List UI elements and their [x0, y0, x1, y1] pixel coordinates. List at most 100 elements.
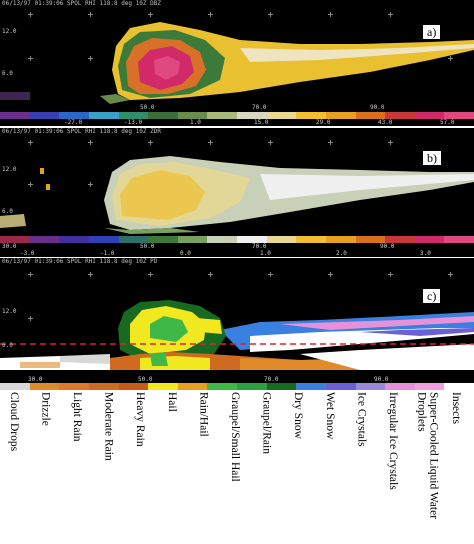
colorbar-swatch [148, 112, 178, 119]
legend-label: Ice Crystals [355, 392, 368, 447]
colorbar-tick: 90.0 [374, 376, 389, 383]
legend-label: Moderate Rain [102, 392, 115, 461]
colorbar-swatch [118, 383, 149, 390]
colorbar-swatch [29, 383, 60, 390]
colorbar-swatch [59, 236, 89, 243]
colorbar-swatch [266, 112, 297, 119]
colorbar-swatch [148, 236, 178, 243]
colorbar-swatch [207, 112, 237, 119]
colorbar-tick: 0.0 [180, 250, 191, 257]
x-tick: 50.0 [140, 243, 155, 250]
colorbar-swatch [237, 236, 267, 243]
colorbar-swatch [385, 112, 415, 119]
colorbar-tick: 1.0 [190, 119, 201, 126]
y-label-6km: 6.0 [2, 342, 13, 349]
panel-b-differential-reflectivity: 06/13/97 01:39:06 SPOL RHI 118.8 deg 10Z… [0, 128, 474, 236]
colorbar-swatch [207, 236, 237, 243]
x-tick: 70.0 [252, 104, 267, 111]
colorbar-swatch [177, 112, 208, 119]
colorbar-swatch [177, 236, 208, 243]
colorbar-swatch [207, 383, 237, 390]
colorbar-reflectivity [0, 112, 474, 119]
x-tick: 70.0 [252, 243, 267, 250]
reflectivity-plot [0, 12, 474, 104]
colorbar-swatch [0, 112, 30, 119]
colorbar-swatch [444, 112, 474, 119]
y-label-6km: 6.0 [2, 208, 13, 215]
colorbar-tick: -1.0 [100, 250, 115, 257]
colorbar-swatch [29, 236, 60, 243]
grid-markers [28, 272, 453, 321]
panel-a-reflectivity: 06/13/97 01:39:06 SPOL RHI 118.8 deg 10Z… [0, 0, 474, 112]
colorbar-swatch [118, 112, 149, 119]
colorbar-swatch [0, 236, 30, 243]
panel-header: 06/13/97 01:39:06 SPOL RHI 118.8 deg 10Z… [2, 258, 158, 265]
panel-header: 06/13/97 01:39:06 SPOL RHI 118.8 deg 10Z… [2, 0, 161, 7]
storm-echo [0, 156, 474, 234]
colorbar-swatch [266, 383, 297, 390]
legend-label: Cloud Drops [7, 392, 20, 452]
colorbar-swatch [444, 236, 474, 243]
legend-label: Graupel/Small Hail [229, 392, 241, 482]
panel-c-particle-identification: 06/13/97 01:39:06 SPOL RHI 118.8 deg 10Z… [0, 258, 474, 376]
hydrometeor-field [0, 300, 474, 370]
colorbar-swatch [325, 236, 356, 243]
colorbar-ticks-zdr: 30.0 50.0 70.0 90.0 -3.0 -1.0 0.0 1.0 2.… [0, 243, 474, 257]
grid-markers [28, 140, 393, 187]
colorbar-tick: 70.0 [264, 376, 279, 383]
colorbar-swatch [444, 383, 474, 390]
colorbar-swatch [237, 112, 267, 119]
colorbar-tick: 3.0 [420, 250, 431, 257]
colorbar-ticks-reflectivity: -27.0 -13.0 1.0 15.0 29.0 43.0 57.0 [0, 119, 474, 126]
colorbar-swatch [266, 236, 297, 243]
x-tick: 30.0 [2, 243, 17, 250]
colorbar-zdr [0, 236, 474, 243]
panel-label-c: c) [422, 288, 442, 304]
colorbar-particle-id [0, 383, 474, 391]
colorbar-swatch [414, 383, 445, 390]
colorbar-tick: 1.0 [260, 250, 271, 257]
zdr-plot [0, 140, 474, 234]
colorbar-tick: 50.0 [138, 376, 153, 383]
colorbar-swatch [59, 383, 89, 390]
panel-header: 06/13/97 01:39:06 SPOL RHI 118.8 deg 10Z… [2, 128, 161, 135]
colorbar-swatch [414, 112, 445, 119]
colorbar-swatch [177, 383, 208, 390]
colorbar-tick: 2.0 [336, 250, 347, 257]
panel-label-b: b) [422, 150, 442, 166]
colorbar-tick: -27.0 [64, 119, 83, 126]
colorbar-swatch [148, 383, 178, 390]
legend-label: Super-Cooled Liquid Water Droplets [415, 392, 440, 520]
particle-id-plot [0, 272, 474, 370]
colorbar-swatch [325, 383, 356, 390]
y-label-12km: 12.0 [2, 28, 17, 35]
x-tick: 90.0 [380, 243, 395, 250]
colorbar-tick: 57.0 [440, 119, 455, 126]
legend-label: Graupel/Rain [260, 392, 273, 454]
colorbar-swatch [88, 112, 119, 119]
colorbar-swatch [237, 383, 267, 390]
colorbar-tick: 15.0 [254, 119, 269, 126]
colorbar-swatch [118, 236, 149, 243]
colorbar-ticks-particle-id: 30.0 50.0 70.0 90.0 [0, 376, 474, 383]
colorbar-tick: 30.0 [28, 376, 43, 383]
legend-label: Drizzle [39, 392, 52, 426]
y-label-12km: 12.0 [2, 166, 17, 173]
colorbar-swatch [385, 383, 415, 390]
legend-label: Heavy Rain [134, 392, 147, 447]
colorbar-swatch [0, 383, 30, 390]
y-label-12km: 12.0 [2, 308, 17, 315]
colorbar-swatch [88, 383, 119, 390]
colorbar-swatch [355, 383, 386, 390]
colorbar-tick: 29.0 [316, 119, 331, 126]
colorbar-swatch [355, 236, 386, 243]
colorbar-swatch [325, 112, 356, 119]
colorbar-tick: -13.0 [124, 119, 143, 126]
x-tick: 90.0 [370, 104, 385, 111]
hydrometeor-legend: Cloud Drops Drizzle Light Rain Moderate Rai… [0, 392, 474, 542]
colorbar-swatch [296, 383, 326, 390]
y-label-6km: 6.0 [2, 70, 13, 77]
colorbar-swatch [88, 236, 119, 243]
legend-label: Hail [165, 392, 178, 412]
x-tick: 50.0 [140, 104, 155, 111]
